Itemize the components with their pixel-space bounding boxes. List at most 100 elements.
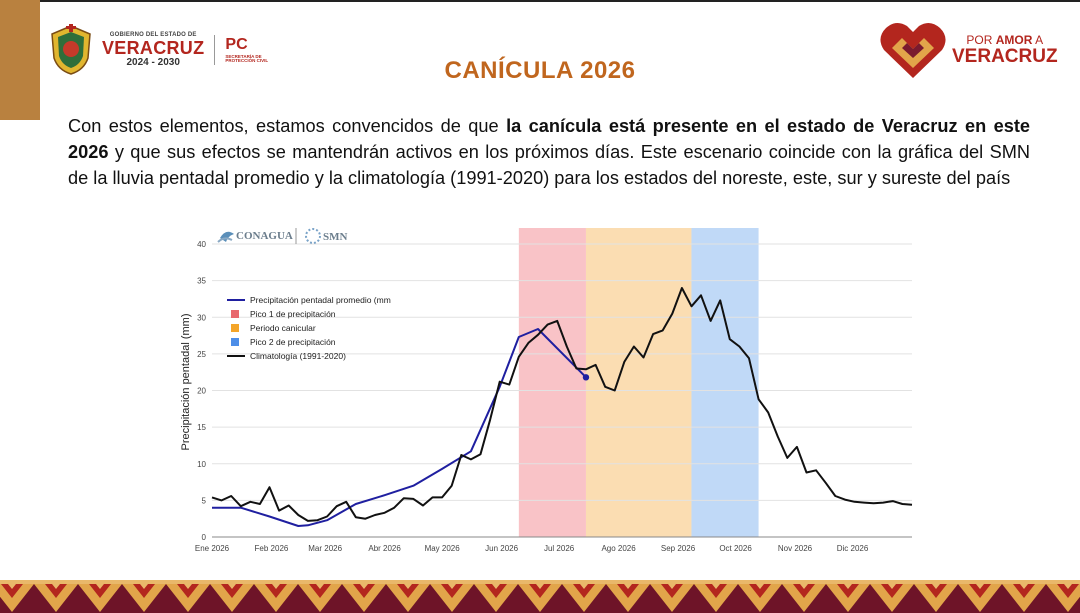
x-tick-label: Sep 2026 bbox=[661, 544, 696, 553]
border-triangle-inner bbox=[1057, 584, 1079, 598]
legend-swatch bbox=[231, 338, 239, 346]
x-tick-label: May 2026 bbox=[425, 544, 461, 553]
ticks-layer: 0 5 10 15 20 25 30 35 40 Ene 2026 Feb 2026 Mar 2026… bbox=[195, 240, 869, 553]
border-triangle-core bbox=[1020, 584, 1028, 589]
x-tick-label: Nov 2026 bbox=[778, 544, 813, 553]
precipitation-chart: 0 5 10 15 20 25 30 35 40 Ene 2026 Feb 2026 Mar 2026… bbox=[180, 228, 913, 553]
border-triangle-core bbox=[624, 584, 632, 589]
border-triangle-inner bbox=[925, 584, 947, 598]
y-tick-label: 40 bbox=[197, 240, 206, 249]
x-tick-label: Ago 2026 bbox=[601, 544, 636, 553]
border-triangle-core bbox=[712, 584, 720, 589]
proteccion-civil-logo: PC SECRETARÍA DE PROTECCIÓN CIVIL bbox=[225, 35, 275, 64]
y-tick-label: 5 bbox=[202, 496, 207, 505]
y-axis-label: Precipitación pentadal (mm) bbox=[180, 314, 192, 451]
border-triangle-inner bbox=[705, 584, 727, 598]
border-triangle-inner bbox=[661, 584, 683, 598]
border-triangle-core bbox=[316, 584, 324, 589]
border-triangle-core bbox=[360, 584, 368, 589]
x-tick-label: Mar 2026 bbox=[308, 544, 342, 553]
y-tick-label: 35 bbox=[197, 277, 206, 286]
border-triangle-core bbox=[976, 584, 984, 589]
y-tick-label: 30 bbox=[197, 313, 206, 322]
border-triangle-inner bbox=[441, 584, 463, 598]
veracruz-seal-icon bbox=[51, 24, 91, 75]
intro-paragraph: Con estos elementos, estamos convencidos… bbox=[68, 116, 1030, 188]
border-triangle-core bbox=[228, 584, 236, 589]
border-triangle-core bbox=[756, 584, 764, 589]
por-amor-logo: POR AMOR A VERACRUZ bbox=[880, 20, 1058, 80]
header-divider bbox=[214, 35, 216, 65]
gov-years: 2024 - 2030 bbox=[126, 57, 180, 68]
border-triangle-inner bbox=[221, 584, 243, 598]
series-endpoint-0 bbox=[582, 374, 590, 381]
grid-layer bbox=[212, 243, 912, 538]
x-tick-label: Dic 2026 bbox=[837, 544, 869, 553]
border-triangle-core bbox=[140, 584, 148, 589]
border-triangle-inner bbox=[133, 584, 155, 598]
conagua-logo-icon bbox=[217, 231, 234, 243]
legend-swatch bbox=[231, 324, 239, 332]
gov-small-text: GOBIERNO DEL ESTADO DE bbox=[109, 32, 197, 38]
amor-tagline: POR AMOR A bbox=[966, 33, 1044, 47]
border-triangle-core bbox=[668, 584, 676, 589]
border-triangle-inner bbox=[309, 584, 331, 598]
border-triangle-core bbox=[1064, 584, 1072, 589]
border-triangle-core bbox=[492, 584, 500, 589]
border-triangle-inner bbox=[1, 584, 23, 598]
government-logo: GOBIERNO DEL ESTADO DE VERACRUZ 2024 - 2… bbox=[50, 22, 275, 78]
x-tick-label: Feb 2026 bbox=[255, 544, 289, 553]
heart-pattern-icon bbox=[880, 22, 946, 78]
page-title: CANÍCULA 2026 bbox=[444, 57, 636, 84]
border-triangle-core bbox=[52, 584, 60, 589]
pc-acronym: PC bbox=[225, 35, 248, 53]
chart-legend: Precipitación pentadal promedio (mm Pico … bbox=[227, 295, 391, 361]
corner-accent-tab bbox=[0, 0, 40, 120]
top-border-line bbox=[0, 0, 1080, 2]
legend-label: Pico 1 de precipitación bbox=[250, 309, 336, 319]
x-tick-label: Jul 2026 bbox=[544, 544, 575, 553]
band-0 bbox=[518, 228, 586, 537]
border-triangle-inner bbox=[529, 584, 551, 598]
x-tick-label: Jun 2026 bbox=[485, 544, 518, 553]
legend-label: Periodo canicular bbox=[250, 323, 316, 333]
border-triangle-core bbox=[96, 584, 104, 589]
pc-fullname: SECRETARÍA DE PROTECCIÓN CIVIL bbox=[225, 53, 269, 63]
legend-label: Precipitación pentadal promedio (mm bbox=[250, 295, 391, 305]
gov-state-name: VERACRUZ bbox=[102, 38, 205, 58]
border-triangle-core bbox=[8, 584, 16, 589]
x-tick-label: Oct 2026 bbox=[719, 544, 752, 553]
legend-swatch bbox=[231, 310, 239, 318]
border-triangle-inner bbox=[793, 584, 815, 598]
decorative-border bbox=[0, 580, 1080, 613]
band-2 bbox=[691, 228, 759, 537]
x-tick-label: Abr 2026 bbox=[368, 544, 401, 553]
y-tick-label: 25 bbox=[197, 350, 206, 359]
border-triangle-core bbox=[888, 584, 896, 589]
conagua-logo-text: CONAGUA bbox=[236, 230, 293, 242]
smn-logo-icon bbox=[305, 228, 321, 244]
amor-state-name: VERACRUZ bbox=[952, 46, 1058, 67]
smn-logo-text: SMN bbox=[323, 231, 348, 243]
border-triangle-inner bbox=[353, 584, 375, 598]
border-triangle-inner bbox=[265, 584, 287, 598]
border-triangle-inner bbox=[617, 584, 639, 598]
border-triangle-core bbox=[580, 584, 588, 589]
highlight-text: la canícula está presente en el estado d… bbox=[68, 116, 1030, 162]
border-triangle-core bbox=[272, 584, 280, 589]
chart-logos: CONAGUA SMN bbox=[217, 228, 348, 244]
border-triangle-core bbox=[184, 584, 192, 589]
border-pattern bbox=[0, 584, 1080, 612]
series-layer bbox=[211, 287, 913, 527]
series-line-0 bbox=[212, 328, 587, 527]
band-1 bbox=[585, 228, 692, 537]
legend-label: Climatología (1991-2020) bbox=[250, 351, 346, 361]
border-triangle-inner bbox=[45, 584, 67, 598]
border-triangle-core bbox=[932, 584, 940, 589]
border-triangle-core bbox=[448, 584, 456, 589]
border-triangle-inner bbox=[969, 584, 991, 598]
series-line-1 bbox=[211, 287, 913, 522]
y-tick-label: 20 bbox=[197, 387, 206, 396]
border-triangle-core bbox=[800, 584, 808, 589]
bands-layer bbox=[518, 228, 759, 537]
